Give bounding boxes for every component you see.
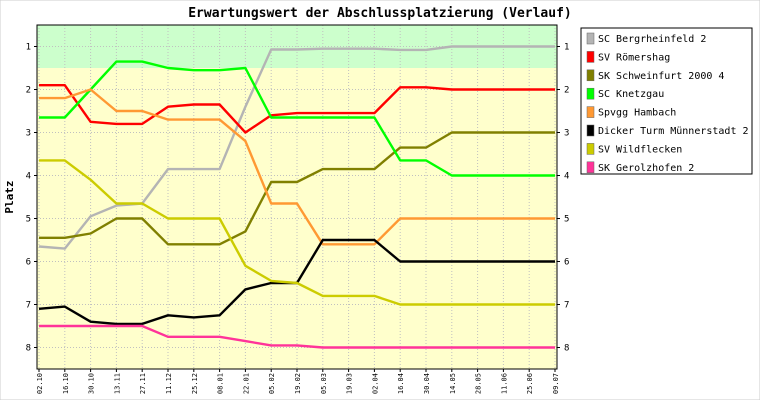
x-tick-label: 02.04 <box>371 373 379 394</box>
series-line-8 <box>39 324 555 349</box>
y-tick-label-left: 6 <box>26 258 31 268</box>
x-tick-label: 02.10 <box>36 373 44 394</box>
x-tick-label: 30.04 <box>423 373 431 394</box>
legend-label: Dicker Turm Münnerstadt 2 <box>598 126 749 137</box>
x-tick-label: 25.12 <box>191 373 199 394</box>
x-tick-label: 09.07 <box>552 373 560 394</box>
grid-lines <box>37 25 557 369</box>
chart-title: Erwartungswert der Abschlussplatzierung … <box>188 6 572 21</box>
x-axis-ticks: 02.10 16.10 30.10 13.11 27.11 11.12 25.12 08.01… <box>36 369 560 394</box>
y-tick-label-left: 8 <box>26 344 31 354</box>
y-tick-label-right: 8 <box>564 344 569 354</box>
y-tick-label-left: 3 <box>26 129 31 139</box>
x-tick-label: 05.02 <box>268 373 276 394</box>
legend-label: SV Römershag <box>598 52 670 63</box>
y-tick-label-left: 4 <box>26 172 31 182</box>
x-tick-label: 05.03 <box>320 373 328 394</box>
y-tick-label-right: 2 <box>564 86 569 96</box>
series-line-1 <box>38 45 555 250</box>
legend-label: SC Bergrheinfeld 2 <box>598 34 706 45</box>
legend-label: SK Gerolzhofen 2 <box>598 163 694 174</box>
y-tick-label-right: 3 <box>564 129 569 139</box>
y-tick-label-right: 7 <box>564 301 569 311</box>
legend-swatch <box>586 51 595 63</box>
series-line-2 <box>39 83 555 134</box>
legend-label: Spvgg Hambach <box>598 108 676 119</box>
y-axis-left-ticks: 1 2 3 4 5 6 7 8 <box>26 43 37 354</box>
legend-label: SV Wildflecken <box>598 144 682 155</box>
x-tick-label: 28.05 <box>475 373 483 394</box>
series-line-5 <box>39 88 555 246</box>
legend-swatch <box>586 32 595 45</box>
x-tick-label: 11.06 <box>500 373 508 394</box>
y-tick-label-right: 5 <box>564 215 569 225</box>
y-tick-label-right: 1 <box>564 43 569 53</box>
legend-swatch <box>586 87 595 100</box>
x-tick-label: 16.04 <box>397 373 405 394</box>
y-tick-label-left: 5 <box>26 215 31 225</box>
y-tick-label-left: 1 <box>26 43 31 53</box>
x-tick-label: 08.01 <box>217 373 225 394</box>
y-axis-label: Platz <box>3 180 16 213</box>
legend-box <box>580 27 753 175</box>
legend-swatch <box>586 161 595 174</box>
x-tick-label: 22.01 <box>242 373 250 394</box>
y-tick-label-left: 2 <box>26 86 31 96</box>
legend-label: SC Knetzgau <box>598 89 664 100</box>
x-tick-label: 14.05 <box>449 373 457 394</box>
series-line-3 <box>39 131 555 246</box>
x-tick-label: 11.12 <box>165 373 173 394</box>
x-tick-label: 19.03 <box>346 373 354 394</box>
x-tick-label: 25.06 <box>526 373 534 394</box>
series-line-7 <box>39 159 555 306</box>
y-tick-label-right: 4 <box>564 172 569 182</box>
legend-swatch <box>586 106 595 118</box>
legend-swatch <box>586 69 595 82</box>
y-tick-label-right: 6 <box>564 258 569 268</box>
x-tick-label: 13.11 <box>113 373 121 394</box>
x-tick-label: 30.10 <box>88 373 96 394</box>
series-line-4 <box>39 60 555 177</box>
legend: SC Bergrheinfeld 2 SV Römershag SK Schwein… <box>580 27 753 175</box>
legend-swatch <box>586 143 595 155</box>
x-tick-label: 16.10 <box>62 373 70 394</box>
legend-label: SK Schweinfurt 2000 4 <box>598 71 724 82</box>
x-tick-label: 27.11 <box>139 373 147 394</box>
series-lines <box>38 45 555 349</box>
y-axis-right-ticks: 1 2 3 4 5 6 7 8 <box>557 43 569 354</box>
legend-swatch <box>586 124 595 137</box>
x-tick-label: 19.02 <box>294 373 302 394</box>
y-tick-label-left: 7 <box>26 301 31 311</box>
